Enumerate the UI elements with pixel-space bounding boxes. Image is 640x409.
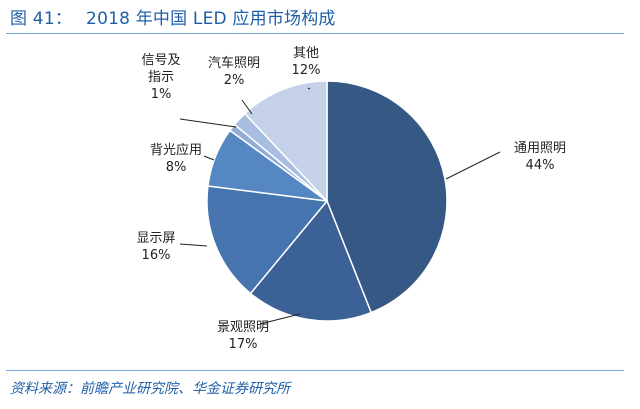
leader-line bbox=[307, 87, 311, 90]
leader-line bbox=[241, 99, 253, 115]
slice-name: 通用照明 bbox=[514, 141, 566, 156]
pie-slice bbox=[326, 80, 448, 314]
slice-value: 8% bbox=[166, 160, 187, 175]
slice-value: 1% bbox=[151, 87, 172, 102]
pie-slice bbox=[206, 185, 329, 295]
slice-label: 景观照明 17% bbox=[217, 320, 269, 352]
source-note: 资料来源：前瞻产业研究院、华金证券研究所 bbox=[10, 381, 290, 397]
slice-name: 其他 bbox=[293, 46, 319, 61]
leader-line bbox=[445, 151, 501, 180]
source-divider bbox=[6, 370, 624, 371]
pie-chart: 通用照明 44% 景观照明 17% 显示屏 16% 背光应用 8% 信号及指示 1% 汽车照明 2% 其… bbox=[136, 46, 566, 352]
slice-value: 17% bbox=[229, 337, 258, 352]
title-divider bbox=[6, 33, 624, 34]
slice-name: 汽车照明 bbox=[208, 55, 260, 71]
slice-label: 信号及指示 1% bbox=[141, 53, 180, 102]
slice-label: 通用照明 44% bbox=[514, 141, 566, 173]
slice-name: 信号及 bbox=[141, 53, 180, 68]
leader-line bbox=[203, 155, 215, 161]
slice-label: 其他 12% bbox=[292, 46, 321, 78]
leader-line bbox=[259, 313, 301, 325]
pie-slice bbox=[249, 199, 373, 322]
slice-name: 背光应用 bbox=[150, 142, 202, 158]
slice-value: 2% bbox=[224, 73, 245, 88]
slice-label: 汽车照明 2% bbox=[208, 55, 260, 88]
leader-line bbox=[179, 243, 208, 247]
slice-name: 景观照明 bbox=[217, 320, 269, 335]
slice-name: 指示 bbox=[148, 70, 174, 85]
slice-value: 16% bbox=[142, 248, 171, 263]
figure-title: 图 41： 2018 年中国 LED 应用市场构成 bbox=[10, 4, 336, 29]
leader-line bbox=[179, 118, 237, 128]
pie-slice bbox=[243, 80, 328, 203]
figure-title-text: 2018 年中国 LED 应用市场构成 bbox=[86, 9, 336, 29]
slice-label: 背光应用 8% bbox=[150, 142, 202, 175]
figure-label: 图 41： bbox=[10, 9, 73, 29]
slice-value: 44% bbox=[526, 158, 555, 173]
slice-label: 显示屏 16% bbox=[136, 231, 175, 263]
slice-value: 12% bbox=[292, 63, 321, 78]
slice-name: 显示屏 bbox=[136, 231, 175, 246]
